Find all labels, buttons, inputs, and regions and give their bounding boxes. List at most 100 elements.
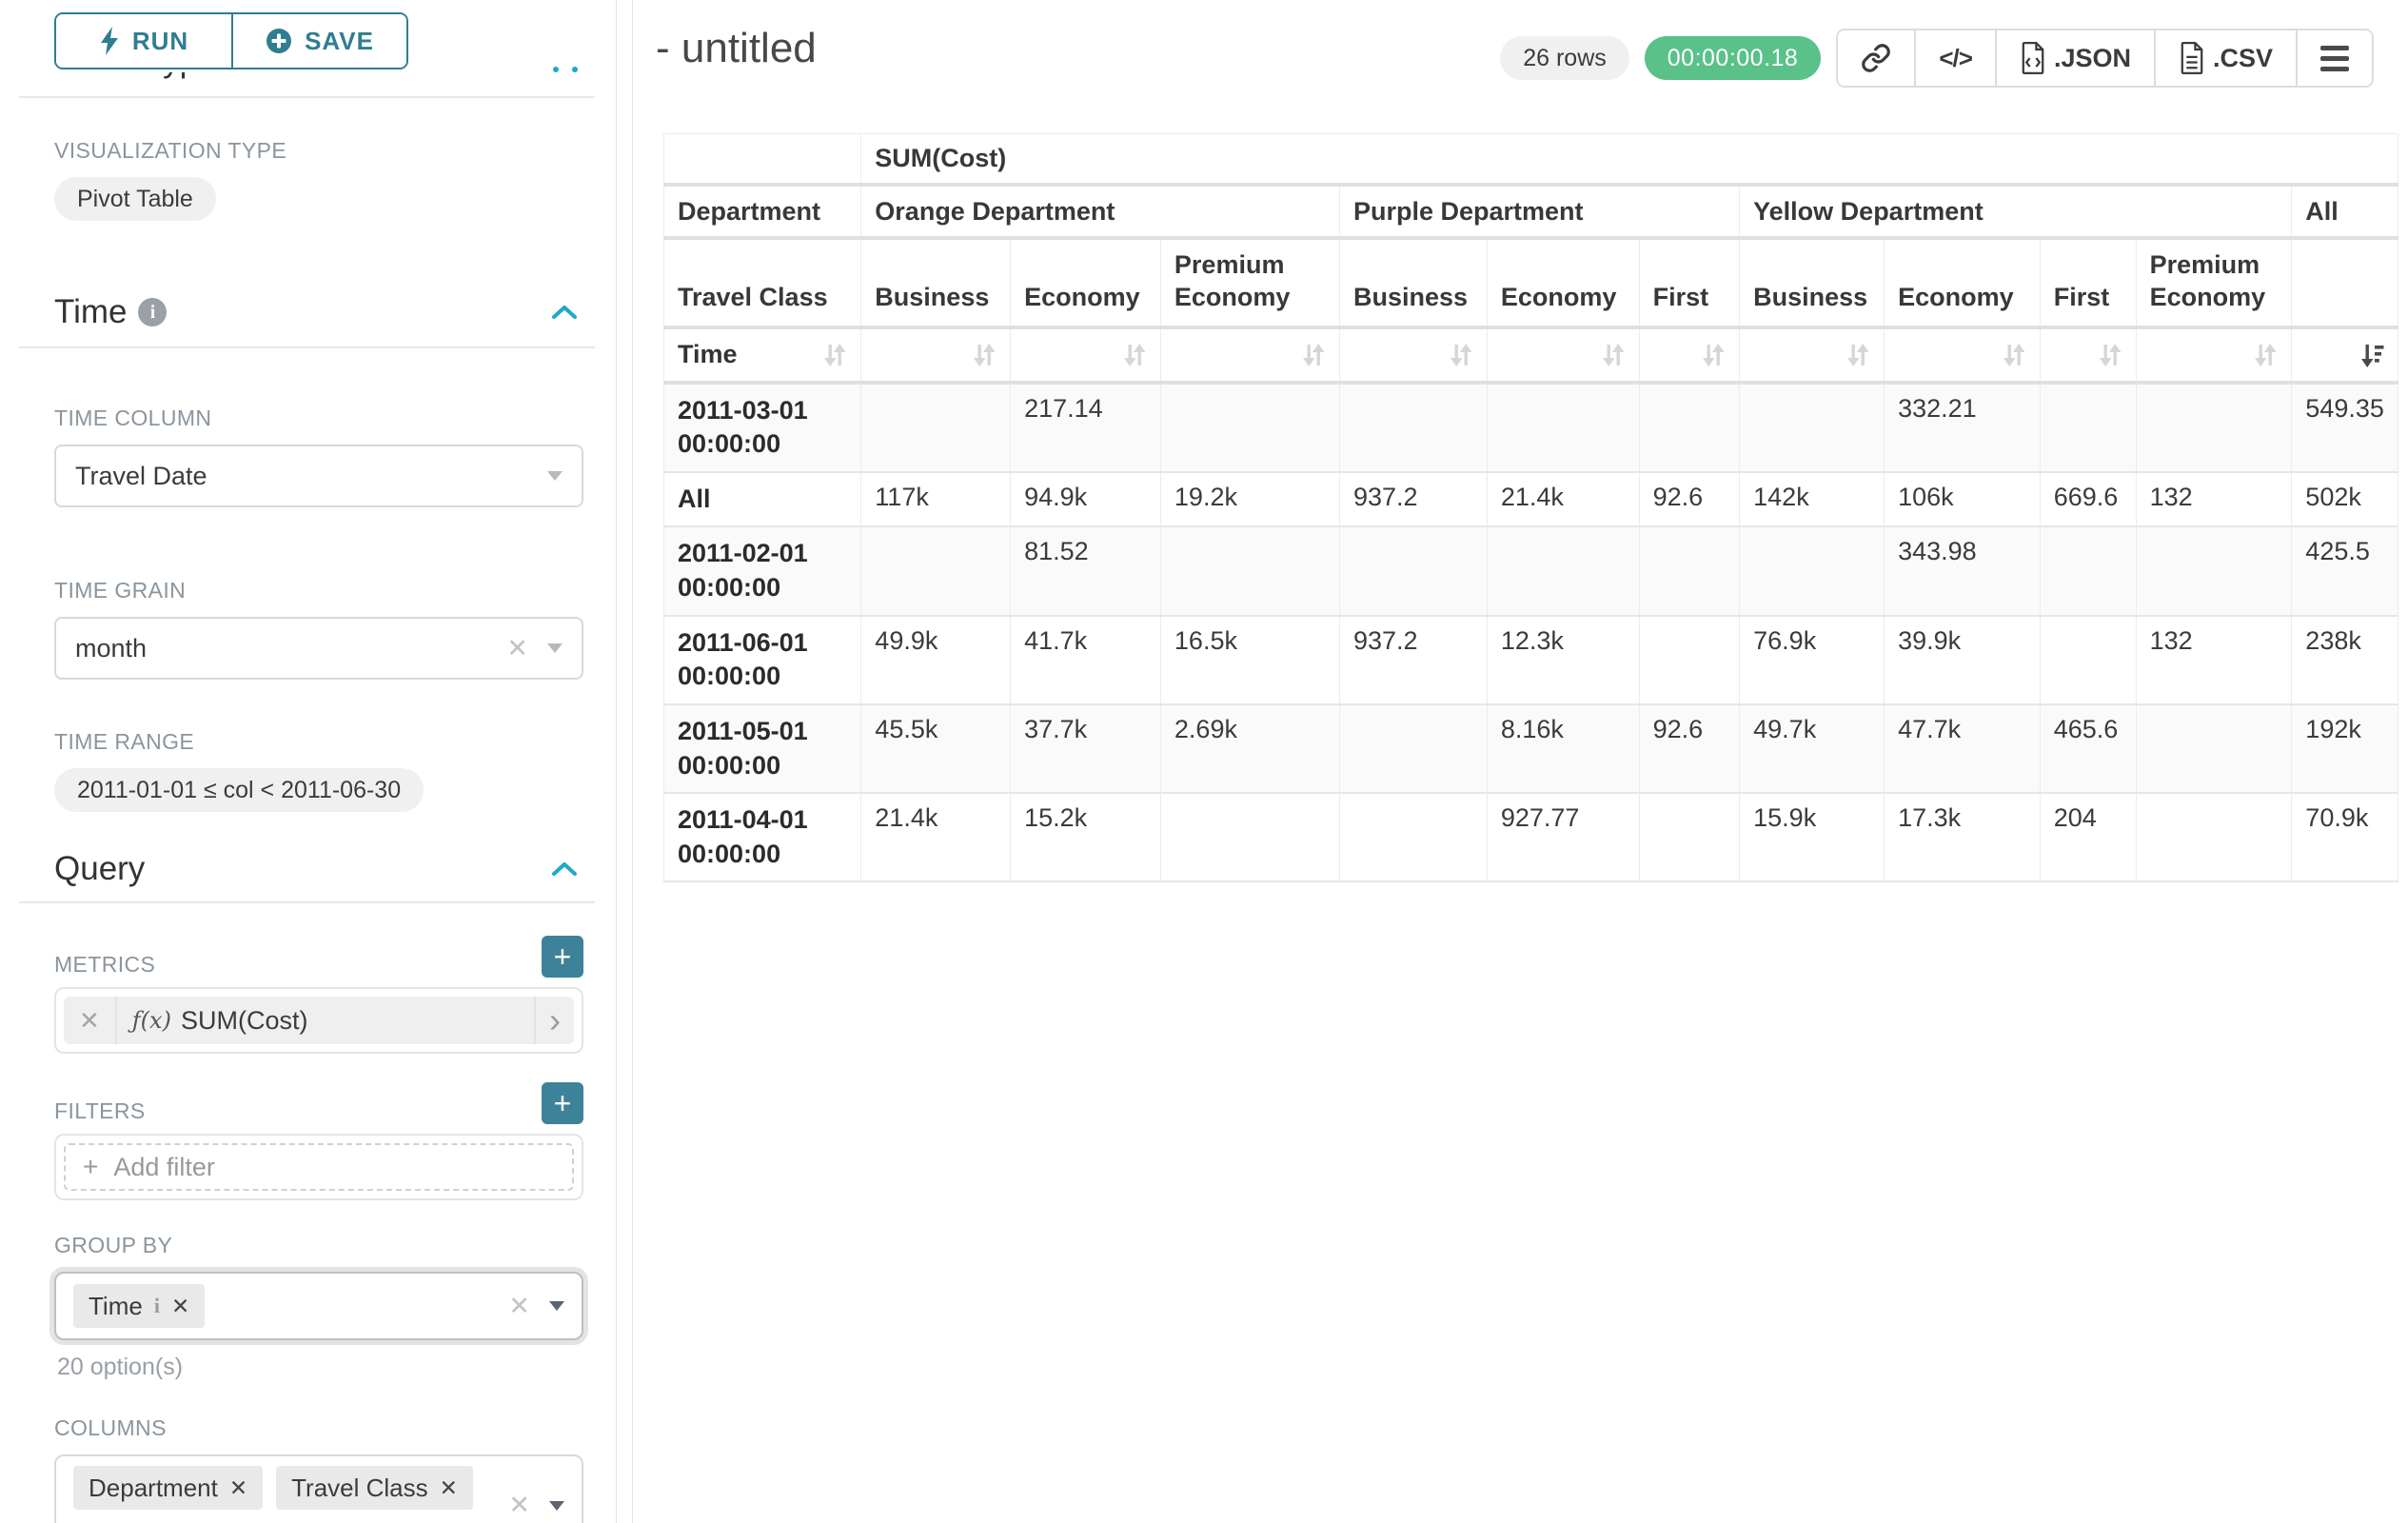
travel-class-header: Business	[1740, 238, 1885, 327]
group-by-tags: Timei✕	[73, 1284, 218, 1328]
travel-class-header: First	[1639, 238, 1740, 327]
panel-drag-handle[interactable]	[553, 67, 578, 72]
sort-icon[interactable]	[1845, 342, 1870, 368]
pivot-cell	[2136, 383, 2292, 472]
save-button[interactable]: SAVE	[231, 14, 406, 68]
viz-type-pill[interactable]: Pivot Table	[54, 177, 216, 221]
code-icon: </>	[1939, 44, 1972, 73]
time-column-label: TIME COLUMN	[54, 405, 616, 431]
caret-down-icon	[549, 1501, 564, 1511]
time-column-select[interactable]: Travel Date	[54, 445, 583, 507]
travel-class-header: First	[2040, 238, 2136, 327]
run-save-group: RUN SAVE	[54, 12, 408, 69]
sort-icon[interactable]	[1601, 342, 1626, 368]
sort-header-cell	[1487, 327, 1639, 383]
pivot-cell: 937.2	[1339, 472, 1487, 527]
sort-icon[interactable]	[972, 342, 997, 368]
add-metric-button[interactable]: +	[542, 936, 583, 978]
pivot-cell: 343.98	[1885, 526, 2041, 615]
field-tag[interactable]: Department✕	[73, 1466, 263, 1510]
remove-tag-icon[interactable]: ✕	[229, 1475, 247, 1501]
add-filter-dropzone[interactable]: + Add filter	[64, 1143, 574, 1191]
department-label-cell: Department	[664, 185, 861, 238]
pivot-cell	[2040, 383, 2136, 472]
pivot-cell	[2136, 526, 2292, 615]
plus-icon: +	[83, 1152, 98, 1182]
field-tag[interactable]: Travel Class✕	[276, 1466, 473, 1510]
add-filter-button[interactable]: +	[542, 1082, 583, 1124]
pivot-cell: 332.21	[1885, 383, 2041, 472]
table-row: All117k94.9k19.2k937.221.4k92.6142k106k6…	[664, 472, 2398, 527]
pivot-cell: 192k	[2292, 704, 2398, 793]
metrics-row: METRICS +	[54, 936, 583, 978]
info-icon[interactable]: i	[138, 298, 167, 326]
clear-icon[interactable]: ✕	[506, 634, 528, 663]
pivot-cell: 16.5k	[1160, 616, 1339, 704]
pivot-cell	[1740, 526, 1885, 615]
group-by-label: GROUP BY	[54, 1233, 616, 1258]
clear-icon[interactable]: ✕	[508, 1491, 530, 1520]
export-json-button[interactable]: .JSON	[1995, 30, 2154, 86]
run-button[interactable]: RUN	[56, 14, 231, 68]
sort-icon[interactable]	[2098, 342, 2122, 368]
filters-label: FILTERS	[54, 1098, 146, 1124]
time-grain-label: TIME GRAIN	[54, 578, 616, 603]
pivot-cell	[1639, 383, 1740, 472]
pivot-cell: 15.9k	[1740, 793, 1885, 881]
table-row: 2011-04-0100:00:0021.4k15.2k927.7715.9k1…	[664, 793, 2398, 881]
sort-icon[interactable]	[1301, 342, 1326, 368]
metric-item[interactable]: ✕ ƒ(x) SUM(Cost) ›	[64, 997, 574, 1044]
chevron-up-icon[interactable]	[551, 860, 578, 878]
pivot-cell: 92.6	[1639, 704, 1740, 793]
pivot-cell	[861, 526, 1011, 615]
sort-icon[interactable]	[2002, 342, 2026, 368]
panel-body: VISUALIZATION TYPE Pivot Table Time i TI…	[0, 96, 616, 1523]
embed-code-button[interactable]: </>	[1914, 30, 1995, 86]
row-label-cell: All	[664, 472, 861, 527]
pivot-cell	[1639, 793, 1740, 881]
copy-link-button[interactable]	[1838, 30, 1914, 86]
pivot-cell	[1487, 526, 1639, 615]
pivot-cell	[2136, 793, 2292, 881]
travel-class-header-row: Travel ClassBusinessEconomyPremium Econo…	[664, 238, 2398, 327]
sort-header-cell	[2040, 327, 2136, 383]
plus-circle-icon	[266, 28, 292, 54]
pivot-cell: 49.9k	[861, 616, 1011, 704]
pivot-cell	[1160, 526, 1339, 615]
chevron-up-icon[interactable]	[551, 304, 578, 321]
metric-header-row: SUM(Cost)	[664, 134, 2398, 186]
menu-button[interactable]	[2296, 30, 2372, 86]
field-tag[interactable]: Timei✕	[73, 1284, 205, 1328]
sort-header-cell	[1639, 327, 1740, 383]
pivot-cell	[861, 383, 1011, 472]
time-range-pill[interactable]: 2011-01-01 ≤ col < 2011-06-30	[54, 768, 424, 812]
corner-cell	[664, 134, 861, 186]
sort-icon[interactable]	[1122, 342, 1147, 368]
remove-metric-icon[interactable]: ✕	[64, 997, 117, 1044]
table-row: 2011-06-0100:00:0049.9k41.7k16.5k937.212…	[664, 616, 2398, 704]
pivot-cell: 94.9k	[1011, 472, 1161, 527]
divider	[19, 96, 595, 98]
pivot-cell	[2136, 704, 2292, 793]
pivot-cell: 39.9k	[1885, 616, 2041, 704]
sort-icon[interactable]	[2253, 342, 2278, 368]
row-count-badge: 26 rows	[1500, 36, 1629, 80]
export-csv-button[interactable]: .CSV	[2154, 30, 2296, 86]
sort-icon[interactable]	[1701, 342, 1726, 368]
group-by-select[interactable]: Timei✕ ✕	[54, 1272, 583, 1340]
time-grain-select[interactable]: month ✕	[54, 617, 583, 680]
columns-select[interactable]: Department✕ Travel Class✕ ✕	[54, 1454, 583, 1523]
clear-icon[interactable]: ✕	[508, 1292, 530, 1321]
sort-desc-icon[interactable]	[2359, 342, 2384, 368]
export-button-group: </> .JSON .CSV	[1836, 29, 2374, 88]
metrics-box: ✕ ƒ(x) SUM(Cost) ›	[54, 987, 583, 1054]
pivot-cell: 92.6	[1639, 472, 1740, 527]
chevron-right-icon[interactable]: ›	[534, 997, 574, 1044]
sort-icon[interactable]	[822, 342, 847, 368]
link-icon	[1861, 43, 1891, 73]
panel-resize-gutter[interactable]	[617, 0, 633, 1523]
sort-icon[interactable]	[1449, 342, 1473, 368]
remove-tag-icon[interactable]: ✕	[171, 1294, 189, 1319]
time-section-title: Time	[54, 293, 127, 331]
remove-tag-icon[interactable]: ✕	[440, 1475, 458, 1501]
